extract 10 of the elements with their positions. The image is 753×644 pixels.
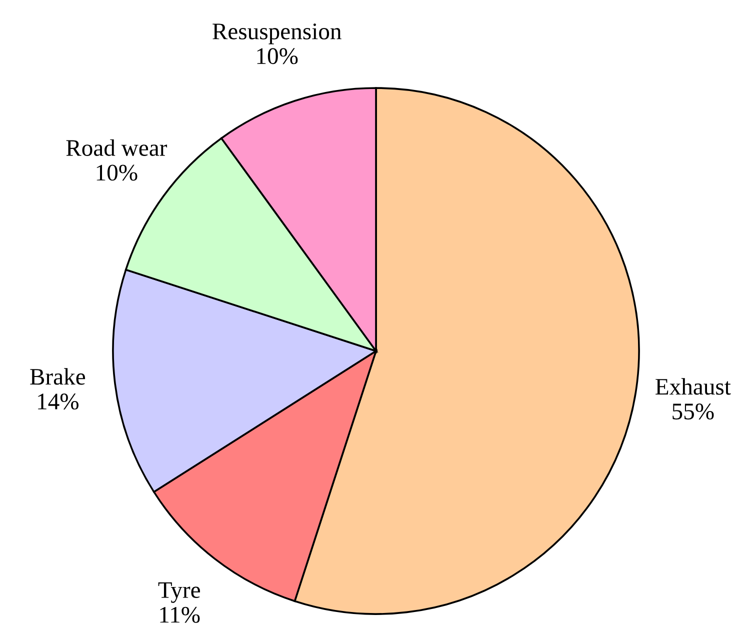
data-label: 11% xyxy=(160,606,200,623)
slice-label: Exhaust xyxy=(656,378,731,395)
slice-label: Brake xyxy=(30,368,86,385)
data-label: 10% xyxy=(257,48,298,64)
data-label: 55% xyxy=(672,404,714,420)
slice-label: Road wear xyxy=(66,139,168,156)
data-label: 10% xyxy=(96,164,138,181)
slice-label: Resuspension xyxy=(212,24,342,44)
data-label: 14% xyxy=(38,394,79,410)
slice-label: Tyre xyxy=(158,582,200,603)
